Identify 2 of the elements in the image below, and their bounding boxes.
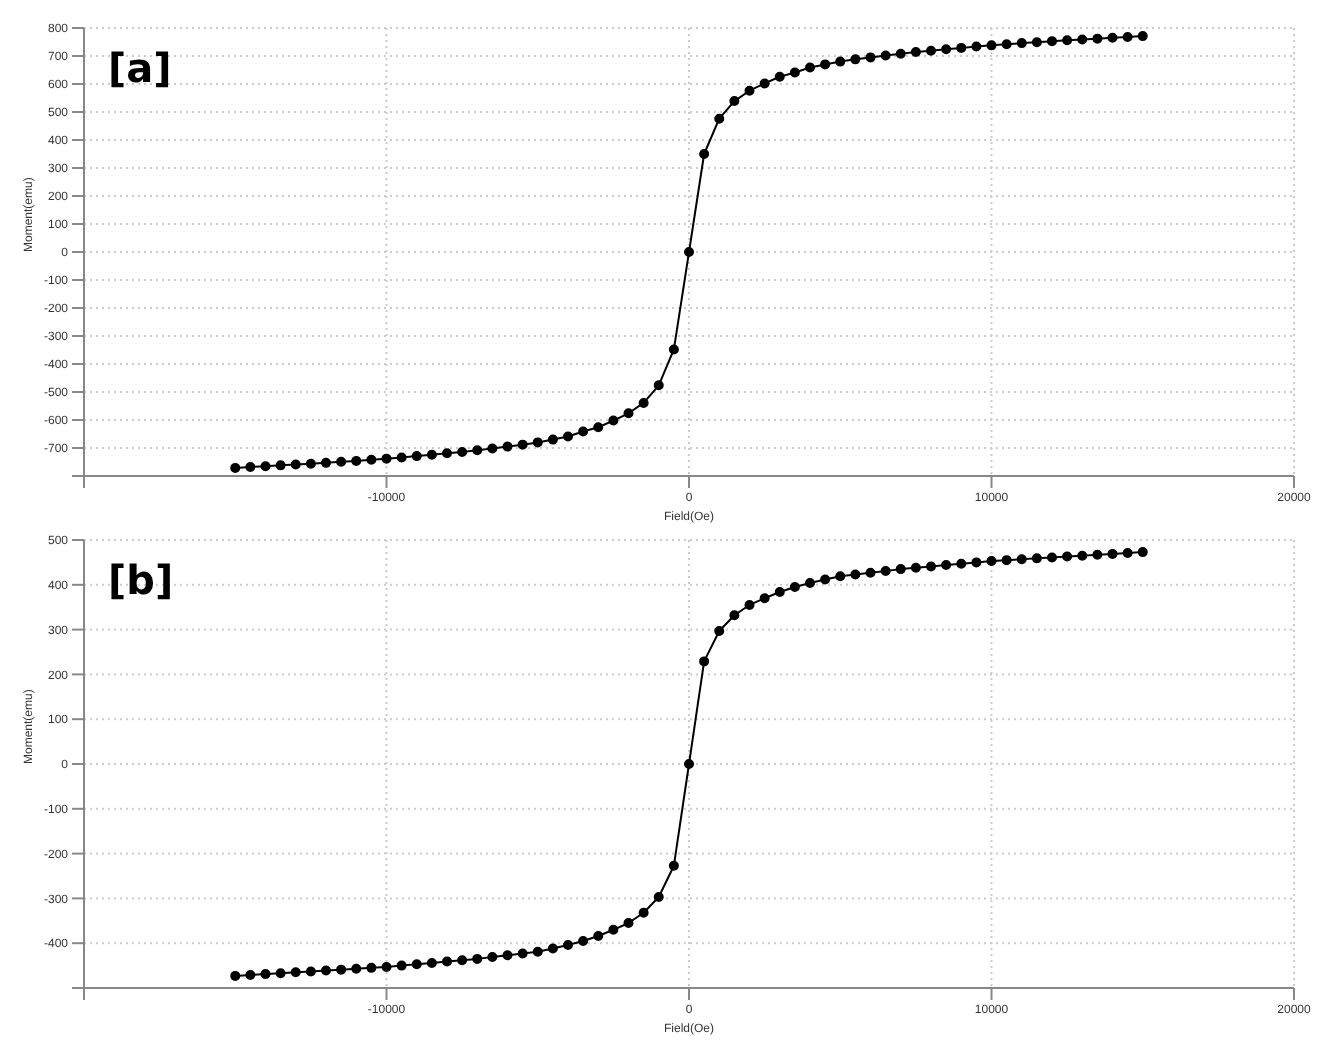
annotation: [b]: [108, 556, 174, 604]
annotation: [a]: [108, 44, 172, 92]
